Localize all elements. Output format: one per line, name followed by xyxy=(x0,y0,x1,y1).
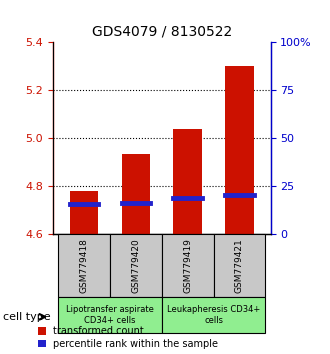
Legend: transformed count, percentile rank within the sample: transformed count, percentile rank withi… xyxy=(38,326,218,349)
Text: GSM779419: GSM779419 xyxy=(183,238,192,293)
Bar xyxy=(162,234,214,297)
Text: GSM779420: GSM779420 xyxy=(131,238,140,293)
Bar xyxy=(110,234,162,297)
Text: cell type: cell type xyxy=(3,312,51,322)
Bar xyxy=(173,129,202,234)
Bar xyxy=(162,297,265,333)
Bar xyxy=(214,234,265,297)
Text: Lipotransfer aspirate
CD34+ cells: Lipotransfer aspirate CD34+ cells xyxy=(66,306,154,325)
Bar xyxy=(58,297,162,333)
Bar xyxy=(225,67,254,234)
Bar xyxy=(58,234,110,297)
Title: GDS4079 / 8130522: GDS4079 / 8130522 xyxy=(91,24,232,39)
Text: Leukapheresis CD34+
cells: Leukapheresis CD34+ cells xyxy=(167,306,260,325)
Text: GSM779418: GSM779418 xyxy=(80,238,88,293)
Bar xyxy=(70,190,98,234)
Bar xyxy=(121,154,150,234)
Text: GSM779421: GSM779421 xyxy=(235,238,244,293)
